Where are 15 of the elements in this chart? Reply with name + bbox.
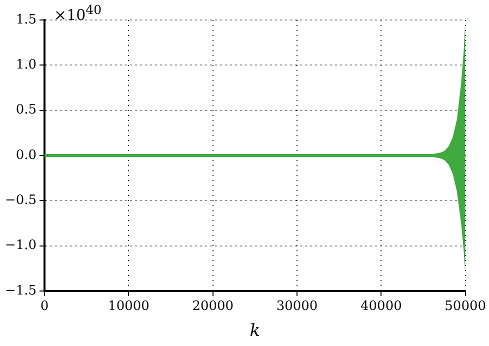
y-tick-label: −1.5 [4, 283, 37, 298]
x-tick-label: 0 [40, 299, 49, 314]
x-axis-title: k [250, 321, 260, 342]
y-tick-label: 0.0 [16, 148, 37, 163]
x-tick-label: 10000 [108, 299, 150, 314]
y-tick-label: 1.5 [16, 12, 37, 28]
x-tick-label: 50000 [444, 299, 486, 314]
y-tick-label: −0.5 [4, 193, 37, 208]
x-tick-label: 40000 [360, 299, 402, 314]
x-tick-label: 30000 [276, 299, 318, 314]
y-tick-label: −1.0 [4, 238, 37, 254]
annotation: ×10$^{40}$ [54, 2, 102, 24]
y-tick-label: 0.5 [16, 102, 37, 118]
y-tick-label: 1.0 [16, 58, 37, 73]
x-tick-label: 20000 [192, 299, 234, 314]
